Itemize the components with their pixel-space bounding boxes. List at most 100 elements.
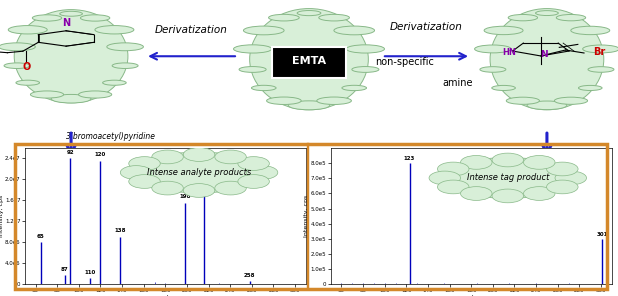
Ellipse shape <box>95 25 134 34</box>
Text: 110: 110 <box>84 270 95 275</box>
Ellipse shape <box>588 67 614 72</box>
Ellipse shape <box>0 43 35 51</box>
Text: 65: 65 <box>37 234 45 239</box>
Ellipse shape <box>556 15 586 21</box>
Ellipse shape <box>334 26 375 35</box>
Ellipse shape <box>14 9 128 103</box>
Text: 216: 216 <box>198 155 210 160</box>
Ellipse shape <box>492 86 515 91</box>
Ellipse shape <box>112 63 138 68</box>
Ellipse shape <box>445 157 571 198</box>
Ellipse shape <box>103 80 126 85</box>
Ellipse shape <box>288 101 330 110</box>
Ellipse shape <box>536 11 558 15</box>
Ellipse shape <box>571 26 610 35</box>
Text: non-specific: non-specific <box>375 57 434 67</box>
Ellipse shape <box>252 85 276 91</box>
X-axis label: m/z: m/z <box>159 295 172 296</box>
Text: Derivatization: Derivatization <box>155 25 228 35</box>
Ellipse shape <box>484 26 523 35</box>
Text: Br: Br <box>593 47 606 57</box>
Ellipse shape <box>107 43 143 51</box>
Ellipse shape <box>492 153 523 167</box>
Text: amine: amine <box>442 78 473 88</box>
Text: N: N <box>62 18 70 28</box>
Ellipse shape <box>352 67 379 73</box>
Ellipse shape <box>490 9 604 110</box>
Ellipse shape <box>546 162 578 176</box>
Text: Intense tag product: Intense tag product <box>467 173 549 182</box>
Text: Derivatization: Derivatization <box>390 22 463 32</box>
Ellipse shape <box>346 45 384 53</box>
Ellipse shape <box>129 157 160 170</box>
Ellipse shape <box>438 180 469 194</box>
Ellipse shape <box>152 150 184 164</box>
FancyBboxPatch shape <box>272 46 346 78</box>
Text: 92: 92 <box>66 150 74 155</box>
Ellipse shape <box>506 97 540 104</box>
Ellipse shape <box>129 175 160 188</box>
X-axis label: m/z: m/z <box>465 295 478 296</box>
Ellipse shape <box>554 97 588 104</box>
Ellipse shape <box>508 15 538 21</box>
Ellipse shape <box>239 67 266 73</box>
Text: 138: 138 <box>114 228 125 233</box>
Ellipse shape <box>578 86 602 91</box>
Ellipse shape <box>80 15 110 21</box>
Ellipse shape <box>250 9 368 110</box>
Ellipse shape <box>492 189 523 203</box>
Ellipse shape <box>460 187 492 200</box>
Y-axis label: Intensity, cps: Intensity, cps <box>0 195 4 237</box>
Text: 87: 87 <box>61 267 69 272</box>
Text: 301: 301 <box>596 231 607 237</box>
Ellipse shape <box>269 14 299 21</box>
Y-axis label: Intensity, cps: Intensity, cps <box>305 195 310 237</box>
Ellipse shape <box>460 155 492 169</box>
Ellipse shape <box>546 180 578 194</box>
Ellipse shape <box>234 45 272 53</box>
Text: 3(bromoacetyl)pyridine: 3(bromoacetyl)pyridine <box>66 132 156 141</box>
Text: 123: 123 <box>404 156 415 161</box>
Ellipse shape <box>184 148 215 161</box>
Ellipse shape <box>527 101 567 110</box>
Ellipse shape <box>184 184 215 197</box>
Ellipse shape <box>238 157 269 170</box>
Ellipse shape <box>555 171 586 185</box>
Ellipse shape <box>523 187 555 200</box>
Ellipse shape <box>317 97 352 104</box>
Ellipse shape <box>78 91 112 98</box>
Text: 258: 258 <box>244 274 255 279</box>
Ellipse shape <box>319 14 349 21</box>
Ellipse shape <box>475 45 511 53</box>
Ellipse shape <box>438 162 469 176</box>
Text: EMTA: EMTA <box>292 57 326 66</box>
Ellipse shape <box>583 45 618 53</box>
Ellipse shape <box>136 152 262 193</box>
Ellipse shape <box>32 15 62 21</box>
Ellipse shape <box>243 26 284 35</box>
Text: O: O <box>22 62 31 72</box>
Ellipse shape <box>152 181 184 195</box>
Ellipse shape <box>523 155 555 169</box>
Text: 198: 198 <box>179 194 190 199</box>
Text: Intense analyte products: Intense analyte products <box>147 168 251 177</box>
Ellipse shape <box>51 94 91 103</box>
Text: HN: HN <box>502 48 517 57</box>
Ellipse shape <box>342 85 366 91</box>
Ellipse shape <box>215 150 247 164</box>
Ellipse shape <box>429 171 460 185</box>
Ellipse shape <box>247 166 278 179</box>
Ellipse shape <box>238 175 269 188</box>
Ellipse shape <box>297 11 321 16</box>
Ellipse shape <box>215 181 247 195</box>
Ellipse shape <box>60 11 82 16</box>
Ellipse shape <box>266 97 301 104</box>
Ellipse shape <box>480 67 506 72</box>
Ellipse shape <box>8 25 47 34</box>
Ellipse shape <box>30 91 64 98</box>
Ellipse shape <box>4 63 30 68</box>
Text: 120: 120 <box>95 152 106 157</box>
Text: N: N <box>540 50 548 59</box>
Ellipse shape <box>16 80 40 85</box>
Ellipse shape <box>121 166 152 179</box>
